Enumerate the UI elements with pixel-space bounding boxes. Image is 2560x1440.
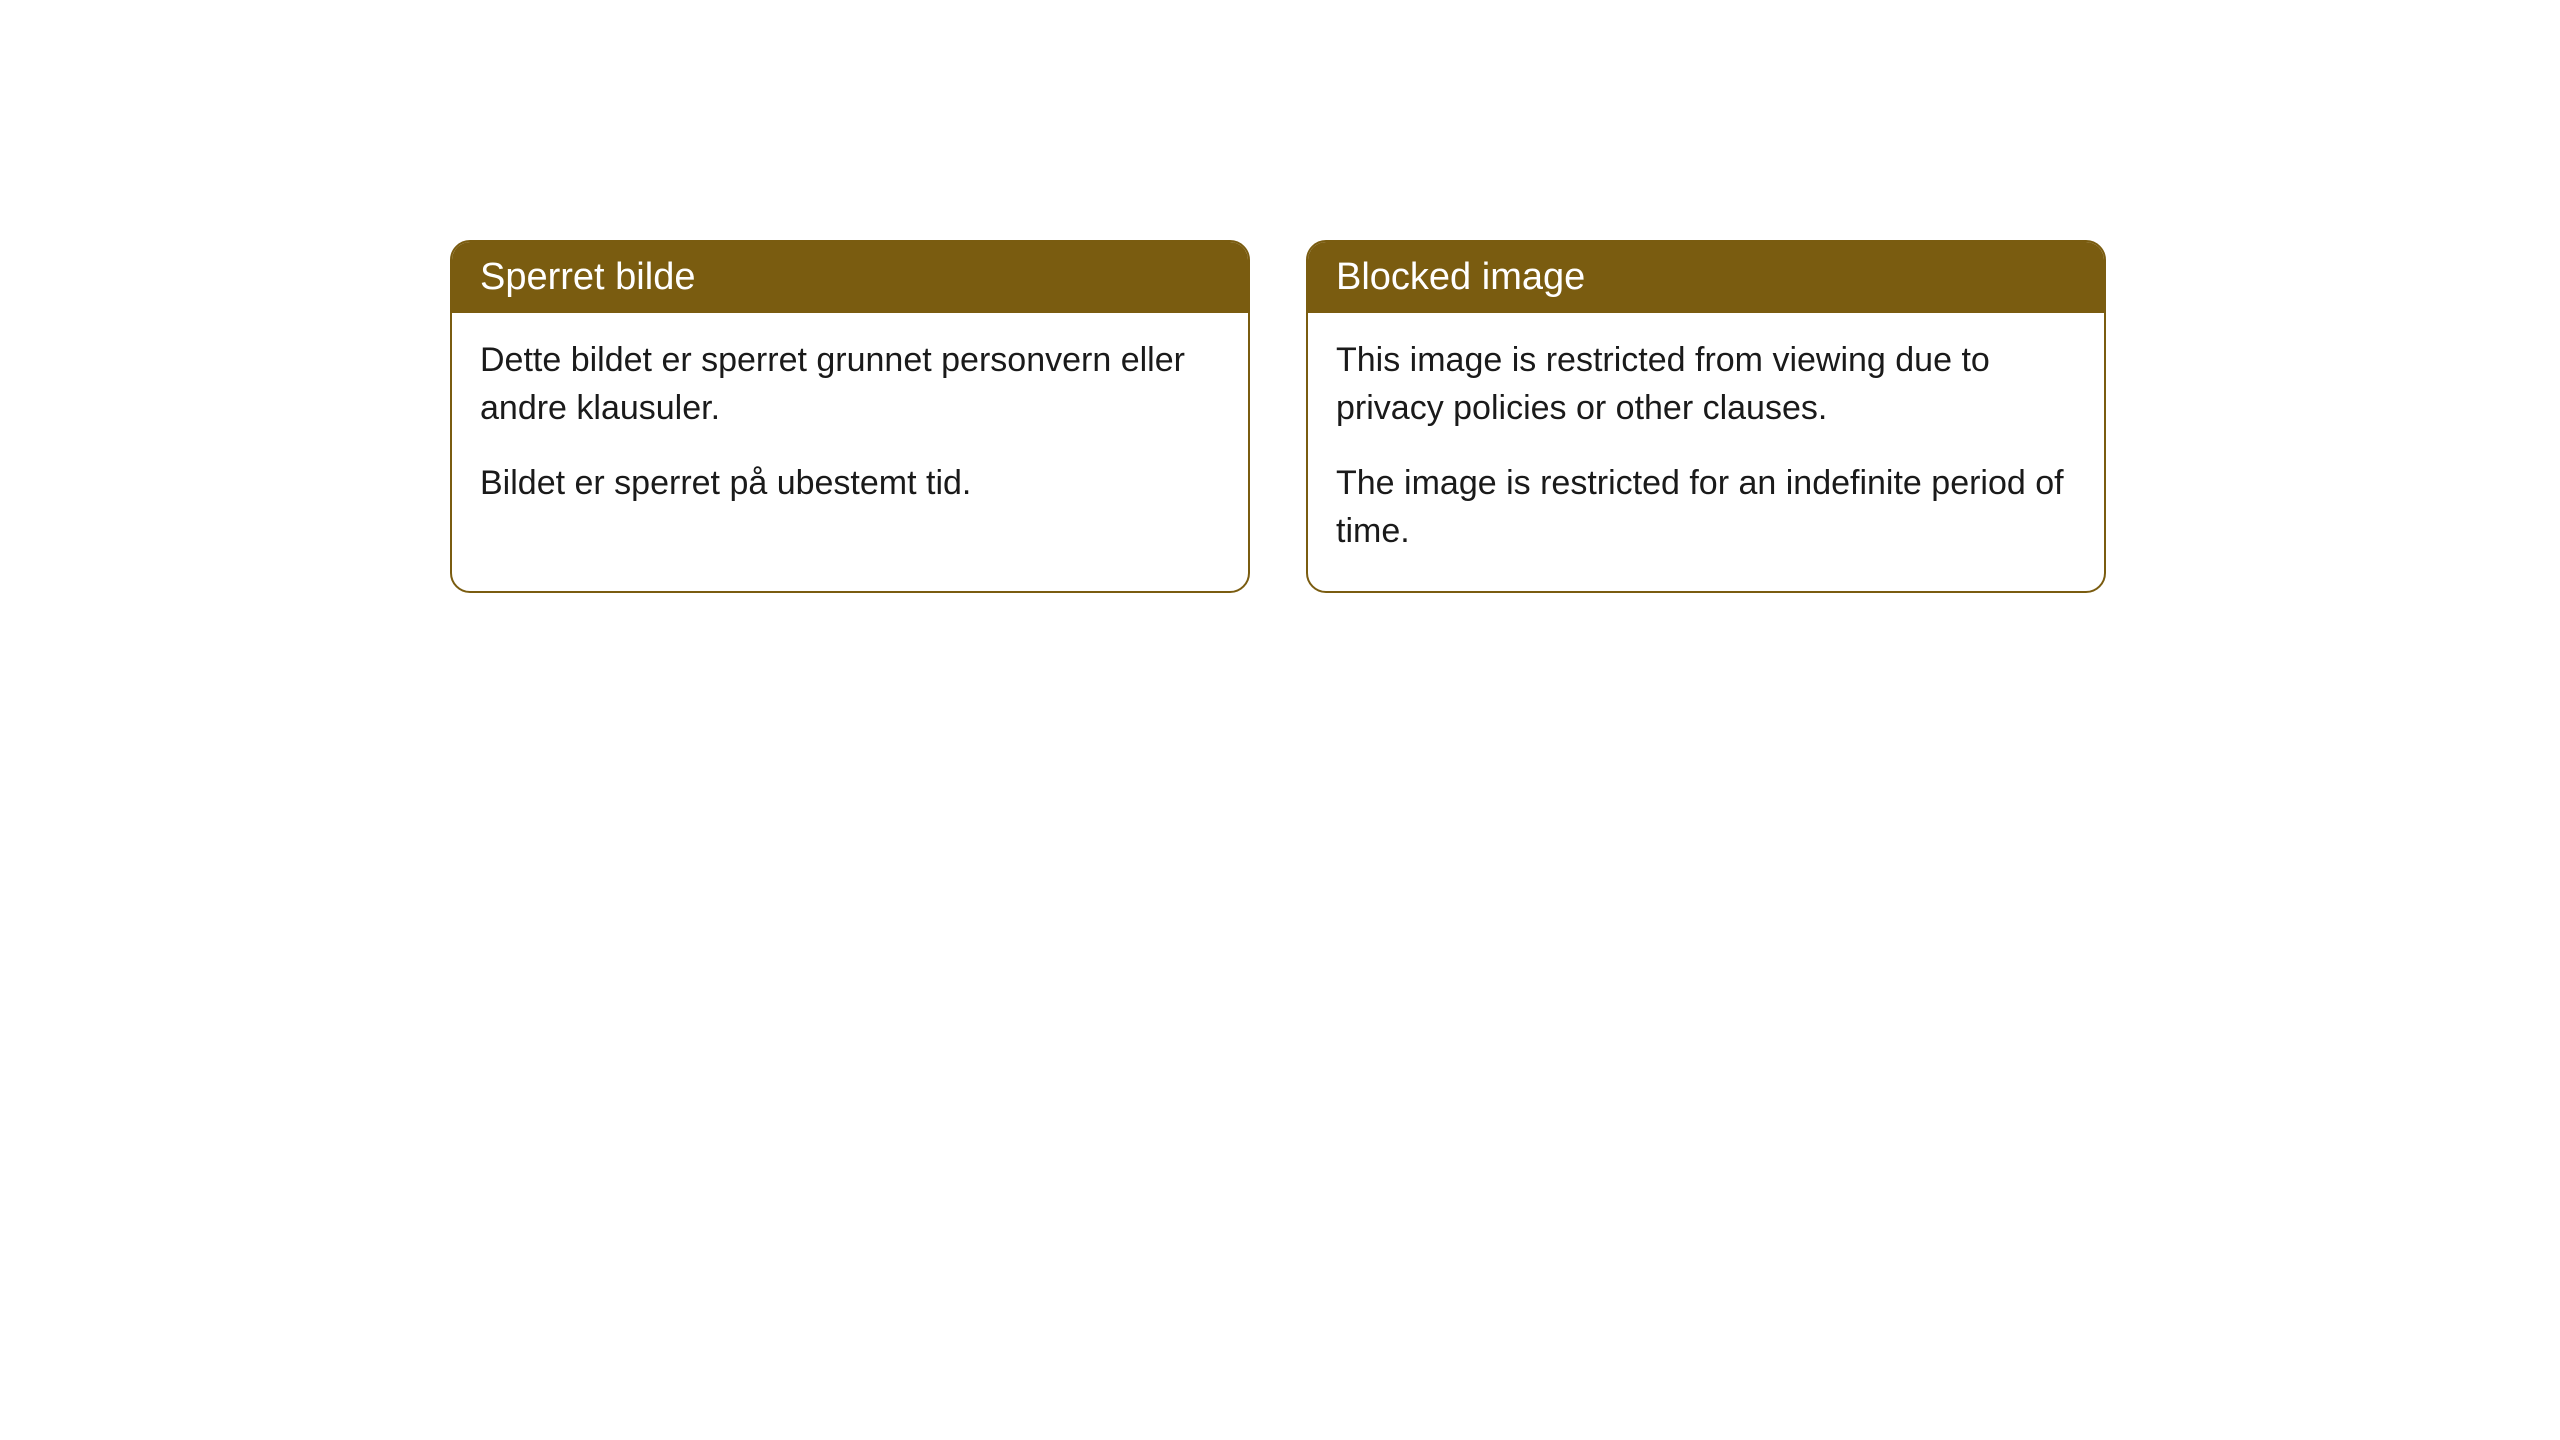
card-header-norwegian: Sperret bilde (452, 242, 1248, 313)
card-body-english: This image is restricted from viewing du… (1308, 313, 2104, 591)
card-title: Sperret bilde (480, 256, 695, 298)
card-norwegian: Sperret bilde Dette bildet er sperret gr… (450, 240, 1250, 593)
card-header-english: Blocked image (1308, 242, 2104, 313)
card-paragraph: Dette bildet er sperret grunnet personve… (480, 337, 1220, 432)
card-paragraph: The image is restricted for an indefinit… (1336, 460, 2076, 555)
cards-container: Sperret bilde Dette bildet er sperret gr… (450, 240, 2106, 593)
card-paragraph: This image is restricted from viewing du… (1336, 337, 2076, 432)
card-english: Blocked image This image is restricted f… (1306, 240, 2106, 593)
card-title: Blocked image (1336, 256, 1585, 298)
card-paragraph: Bildet er sperret på ubestemt tid. (480, 460, 1220, 508)
card-body-norwegian: Dette bildet er sperret grunnet personve… (452, 313, 1248, 544)
